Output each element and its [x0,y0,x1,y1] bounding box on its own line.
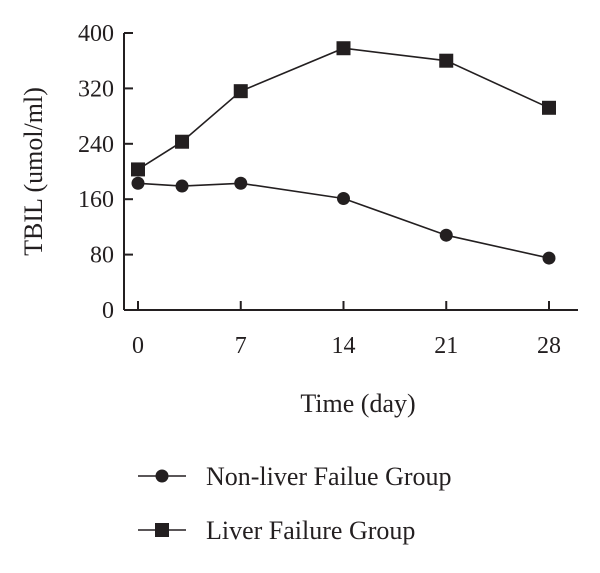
data-point [439,228,453,242]
x-tick-label: 7 [235,333,247,359]
data-point [542,251,556,265]
series-layer [131,41,556,265]
data-point [337,192,350,206]
legend-marker [155,469,169,483]
y-tick-label: 80 [90,243,114,269]
x-tick-label: 14 [332,333,356,359]
data-point [131,162,145,177]
legend-label: Non-liver Failue Group [206,462,452,491]
series-circle [131,176,556,265]
data-point [439,53,454,68]
y-tick-label: 400 [78,21,114,47]
data-point [234,176,248,190]
x-tick-label: 21 [434,333,458,359]
series-square [131,41,556,177]
data-point [233,84,248,99]
y-tick-label: 240 [78,132,114,158]
legend-label: Liver Failure Group [206,516,415,545]
data-point [542,100,556,115]
series-line [137,182,550,259]
x-tick-label: 28 [537,333,561,359]
series-line [137,47,550,171]
data-point [175,134,190,149]
x-tick-label: 0 [132,333,144,359]
y-tick-label: 320 [78,76,114,102]
axes: 0 80 160 240 320 400 0 7 14 21 28 Time (day) TBIL (u… [19,21,578,418]
legend: Non-liver Failue Group Liver Failure Grou… [138,462,452,545]
data-point [131,176,145,190]
y-tick-label: 0 [102,298,114,324]
legend-item: Non-liver Failue Group [138,462,452,491]
data-point [336,41,351,56]
legend-item: Liver Failure Group [138,516,415,545]
y-tick-label: 160 [78,187,114,213]
x-axis-title: Time (day) [300,389,415,418]
y-axis-title: TBIL (umol/ml) [19,87,48,256]
data-point [175,179,189,193]
legend-marker [155,523,169,537]
